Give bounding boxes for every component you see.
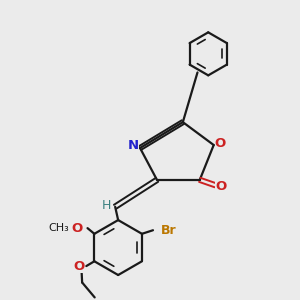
Text: O: O	[72, 222, 83, 235]
Text: CH₃: CH₃	[48, 223, 69, 233]
Text: O: O	[214, 137, 226, 150]
Text: H: H	[102, 199, 112, 212]
Text: N: N	[128, 139, 139, 152]
Text: Br: Br	[161, 224, 177, 237]
Text: O: O	[215, 180, 226, 193]
Text: O: O	[74, 260, 85, 274]
